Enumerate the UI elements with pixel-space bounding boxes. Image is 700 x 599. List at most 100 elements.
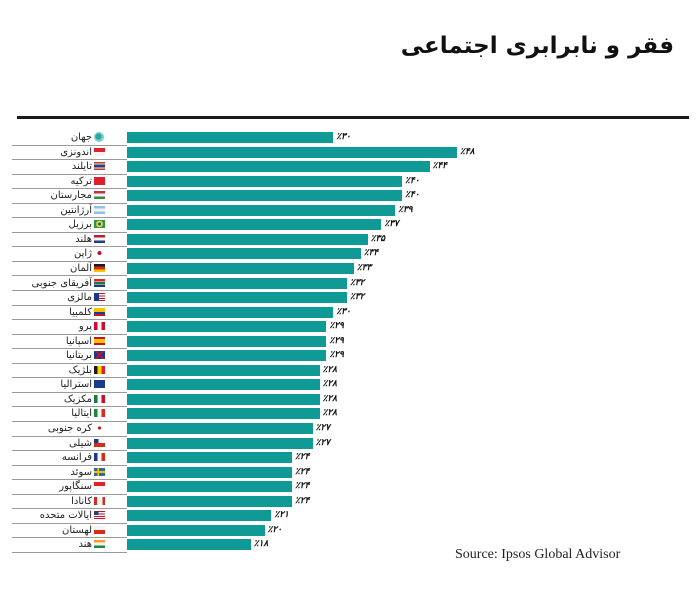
bar-row: کانادا ٪۲۴ bbox=[0, 495, 700, 510]
category-label: اندونزی bbox=[60, 146, 92, 158]
row-separator bbox=[12, 450, 127, 452]
value-label: ٪۳۴ bbox=[363, 248, 379, 259]
bar-row: برزیل ٪۳۷ bbox=[0, 218, 700, 233]
bar-row: سوئد ٪۲۴ bbox=[0, 466, 700, 481]
category-label: بریتانیا bbox=[66, 350, 92, 362]
category-label: استرالیا bbox=[60, 379, 92, 391]
value-label: ٪۲۴ bbox=[295, 452, 310, 463]
flag-malaysia-icon bbox=[94, 293, 105, 302]
flag-singapore-icon bbox=[94, 482, 105, 491]
bar bbox=[127, 524, 265, 536]
source-note: Source: Ipsos Global Advisor bbox=[455, 547, 621, 562]
bar bbox=[127, 321, 327, 333]
row-separator bbox=[12, 246, 127, 248]
bar-row: فرانسه ٪۲۴ bbox=[0, 451, 700, 466]
bar bbox=[127, 262, 354, 274]
bar-row: ایالات متحده ٪۲۱ bbox=[0, 509, 700, 524]
bar bbox=[127, 204, 396, 216]
category-label: کلمبیا bbox=[69, 306, 92, 318]
bar-row: آفریقای جنوبی ٪۳۲ bbox=[0, 277, 700, 292]
row-separator bbox=[12, 435, 127, 437]
value-label: ٪۲۰ bbox=[267, 524, 283, 535]
row-separator bbox=[12, 159, 127, 161]
row-separator bbox=[12, 319, 127, 321]
bar bbox=[127, 190, 402, 202]
row-separator bbox=[12, 188, 127, 190]
value-label: ٪۳۰ bbox=[336, 132, 351, 142]
row-separator bbox=[12, 406, 127, 408]
flag-indonesia-icon bbox=[94, 147, 105, 156]
bar-row: لهستان ٪۲۰ bbox=[0, 524, 700, 539]
category-label: کره جنوبی bbox=[47, 423, 92, 434]
value-label: ٪۲۸ bbox=[322, 408, 338, 419]
bar bbox=[127, 233, 368, 245]
flag-india-icon bbox=[94, 540, 105, 549]
bar bbox=[127, 408, 320, 420]
bar-row: ایتالیا ٪۲۸ bbox=[0, 407, 700, 422]
category-label: شیلی bbox=[68, 437, 92, 449]
bar-row: مجارستان ٪۴۰ bbox=[0, 189, 700, 204]
row-separator bbox=[12, 493, 127, 495]
row-separator bbox=[12, 217, 127, 219]
bar bbox=[127, 539, 251, 551]
bar bbox=[127, 452, 292, 464]
row-separator bbox=[12, 275, 127, 277]
bar bbox=[127, 437, 313, 449]
value-label: ٪۲۹ bbox=[329, 335, 344, 346]
category-label: مکزیک bbox=[63, 393, 92, 405]
bar bbox=[127, 350, 327, 362]
bar bbox=[127, 219, 382, 231]
category-label: تایلند bbox=[71, 161, 92, 173]
category-label: هلند bbox=[75, 233, 92, 245]
category-label: لهستان bbox=[62, 524, 92, 536]
flag-peru-icon bbox=[94, 322, 105, 331]
flag-australia-icon bbox=[94, 380, 105, 389]
row-separator bbox=[12, 362, 127, 364]
bar bbox=[127, 379, 320, 391]
bar bbox=[127, 364, 320, 376]
flag-italy-icon bbox=[94, 409, 105, 418]
row-separator bbox=[12, 522, 127, 524]
value-label: ٪۲۹ bbox=[329, 321, 344, 332]
row-separator bbox=[12, 290, 127, 292]
flag-canada-icon bbox=[94, 496, 105, 505]
bar-row: هلند ٪۳۵ bbox=[0, 233, 700, 248]
bar-row: هند ٪۱۸ bbox=[0, 538, 700, 553]
value-label: ٪۴۸ bbox=[460, 146, 475, 157]
bar-row: ژاپن ٪۳۴ bbox=[0, 247, 700, 262]
value-label: ٪۳۰ bbox=[336, 306, 351, 317]
value-label: ٪۲۱ bbox=[274, 510, 289, 521]
bar-row: شیلی ٪۲۷ bbox=[0, 437, 700, 452]
value-label: ٪۲۸ bbox=[322, 393, 338, 404]
row-separator bbox=[12, 464, 127, 466]
bar-row: استرالیا ٪۲۸ bbox=[0, 378, 700, 393]
category-label: هند bbox=[78, 539, 92, 551]
flag-spain-icon bbox=[94, 336, 105, 345]
category-label: بلژیک bbox=[68, 364, 92, 376]
category-label: ایتالیا bbox=[71, 408, 92, 420]
bar-row: کره جنوبی ٪۲۷ bbox=[0, 422, 700, 437]
value-label: ٪۲۷ bbox=[315, 423, 331, 433]
category-label: ژاپن bbox=[73, 248, 92, 260]
category-label: سنگاپور bbox=[59, 481, 92, 493]
category-label: آلمان bbox=[70, 262, 92, 274]
bar bbox=[127, 146, 457, 158]
category-label: مالزی bbox=[67, 292, 92, 304]
flag-chile-icon bbox=[94, 438, 105, 447]
value-label: ٪۳۵ bbox=[370, 233, 386, 244]
bar-row: بریتانیا ٪۲۹ bbox=[0, 349, 700, 364]
row-separator bbox=[12, 304, 127, 306]
row-separator bbox=[12, 202, 127, 204]
bar bbox=[127, 510, 272, 522]
bar-row: کلمبیا ٪۳۰ bbox=[0, 306, 700, 321]
category-label: کانادا bbox=[71, 495, 92, 507]
flag-colombia-icon bbox=[94, 307, 105, 316]
flag-sweden-icon bbox=[94, 467, 105, 476]
bar bbox=[127, 466, 292, 478]
flag-japan-icon bbox=[94, 249, 105, 258]
category-label: آرژانتین bbox=[60, 204, 92, 216]
category-label: برزیل bbox=[68, 219, 93, 231]
bar bbox=[127, 248, 361, 260]
value-label: ٪۳۲ bbox=[350, 277, 365, 288]
row-separator bbox=[12, 391, 127, 393]
